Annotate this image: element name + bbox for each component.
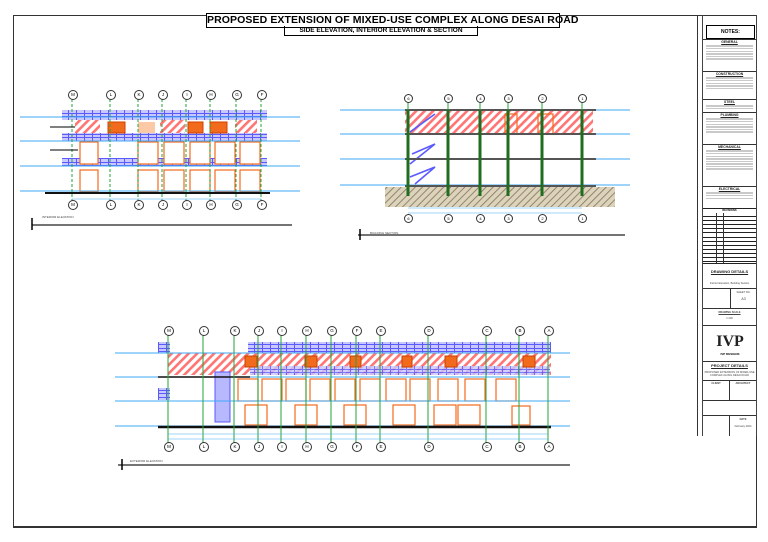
sheet-no: A3 — [741, 297, 746, 301]
grid-bubble: B — [515, 442, 525, 452]
view-caption-1: INTERIOR ELEVATION — [42, 215, 74, 219]
grid-bubble: 5 — [444, 214, 453, 223]
notes-section-plumbing: PLUMBING — [703, 112, 756, 145]
grid-bubble: G — [232, 200, 242, 210]
view-caption-2: BUILDING SECTION — [370, 231, 399, 235]
grid-bubble: I — [277, 326, 287, 336]
grid-bubble: M — [68, 90, 78, 100]
grid-bubble: L — [199, 442, 209, 452]
grid-bubble: J — [254, 326, 264, 336]
grid-bubble: K — [230, 442, 240, 452]
grid-bubble: B — [515, 326, 525, 336]
sheet-subtitle: SIDE ELEVATION, INTERIOR ELEVATION & SEC… — [284, 26, 478, 36]
grid-bubble: E — [376, 442, 386, 452]
grid-bubble: H — [206, 200, 216, 210]
grid-bubble: 3 — [504, 214, 513, 223]
grid-bubble: F — [352, 442, 362, 452]
grid-bubble: J — [158, 200, 168, 210]
grid-bubble: M — [68, 200, 78, 210]
grid-bubble: K — [134, 200, 144, 210]
grid-bubble: 2 — [538, 94, 547, 103]
grid-bubble: H — [206, 90, 216, 100]
architect-label: ARCHITECT — [735, 382, 751, 385]
grid-bubble: I — [277, 442, 287, 452]
grid-bubble: I — [182, 90, 192, 100]
notes-heading: NOTES: — [706, 25, 755, 39]
drawing-date: February 2024 — [734, 425, 752, 428]
grid-bubble: A — [544, 326, 554, 336]
grid-bubble: G — [327, 442, 337, 452]
date-label: DATE — [739, 418, 747, 421]
title-block: NOTES: GENERAL CONSTRUCTION STEEL PLUMBI… — [697, 15, 757, 436]
grid-bubble: L — [106, 200, 116, 210]
grid-bubble: I — [182, 200, 192, 210]
project-details-heading: PROJECT DETAILS — [711, 363, 748, 368]
grid-bubble: 6 — [404, 94, 413, 103]
scale-label: DRAWING SCALE — [718, 311, 741, 314]
grid-bubble: H — [302, 326, 312, 336]
grid-bubble: 5 — [444, 94, 453, 103]
grid-bubble: G — [327, 326, 337, 336]
grid-bubble: 6 — [404, 214, 413, 223]
grid-bubble: 3 — [504, 94, 513, 103]
grid-bubble: M — [164, 442, 174, 452]
sheet-no-label: SHEET NO. — [736, 291, 751, 294]
grid-bubble: C — [482, 326, 492, 336]
client-label: CLIENT — [711, 382, 721, 385]
grid-bubble: L — [106, 90, 116, 100]
building-section-drawing — [340, 100, 630, 240]
grid-bubble: C — [482, 442, 492, 452]
grid-bubble: J — [158, 90, 168, 100]
firm-name: IVP DESIGNS — [720, 352, 740, 356]
notes-section-electrical: ELECTRICAL — [703, 186, 756, 209]
grid-bubble: G — [232, 90, 242, 100]
drawing-details-heading: DRAWING DETAILS — [710, 269, 749, 274]
grid-bubble: E — [376, 326, 386, 336]
revisions-table: REVISIONS — [703, 208, 756, 264]
drawing-title: Interior Elevation, Building Section — [709, 282, 750, 285]
grid-bubble: F — [352, 326, 362, 336]
notes-section-mechanical: MECHANICAL — [703, 144, 756, 187]
grid-bubble: M — [164, 326, 174, 336]
grid-bubble: D — [424, 442, 434, 452]
notes-section-general: GENERAL — [703, 39, 756, 72]
interior-elevation-drawing — [20, 99, 300, 230]
sheet-title: PROPOSED EXTENSION OF MIXED-USE COMPLEX … — [206, 13, 579, 28]
exterior-elevation-drawing — [115, 332, 570, 470]
drawing-scale: 1:100 — [726, 317, 733, 320]
grid-bubble: F — [257, 200, 267, 210]
notes-section-steel: STEEL — [703, 99, 756, 113]
grid-bubble: J — [254, 442, 264, 452]
grid-bubble: F — [257, 90, 267, 100]
view-caption-3: EXTERIOR ELEVATION — [130, 459, 163, 463]
grid-bubble: K — [134, 90, 144, 100]
project-name: PROPOSED EXTENSION OF MIXED-USE COMPLEX … — [704, 371, 755, 377]
grid-bubble: A — [544, 442, 554, 452]
notes-section-construction: CONSTRUCTION — [703, 71, 756, 100]
grid-bubble: 4 — [476, 94, 485, 103]
grid-bubble: 2 — [538, 214, 547, 223]
grid-bubble: K — [230, 326, 240, 336]
grid-bubble: 1 — [578, 214, 587, 223]
grid-bubble: 4 — [476, 214, 485, 223]
firm-logo: IVP — [716, 333, 744, 350]
grid-bubble: D — [424, 326, 434, 336]
grid-bubble: H — [302, 442, 312, 452]
grid-bubble: L — [199, 326, 209, 336]
grid-bubble: 1 — [578, 94, 587, 103]
title-block-frame: NOTES: GENERAL CONSTRUCTION STEEL PLUMBI… — [702, 15, 757, 436]
